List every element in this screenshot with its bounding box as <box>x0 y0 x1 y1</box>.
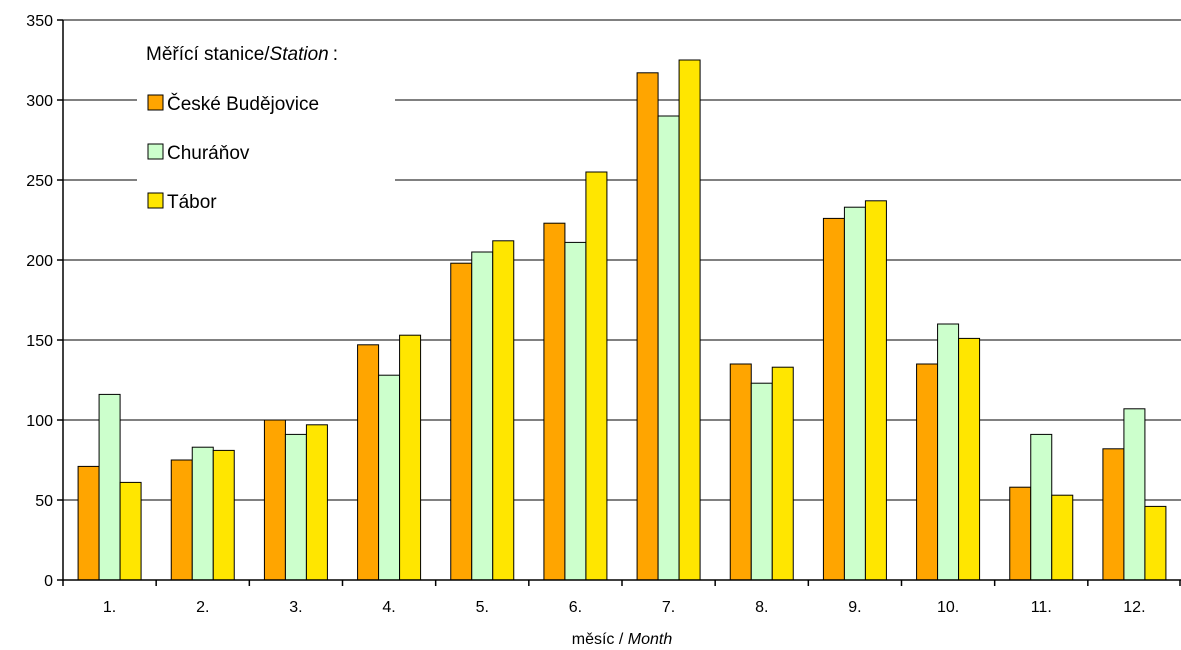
x-tick-label: 4. <box>382 599 395 616</box>
legend-label: Tábor <box>167 192 217 213</box>
legend-swatch <box>147 143 164 160</box>
x-tick-label: 12. <box>1123 599 1145 616</box>
bar <box>378 374 401 581</box>
legend-label: České Budějovice <box>167 93 319 115</box>
bar <box>450 262 473 581</box>
bar <box>822 217 845 581</box>
y-tick-labels: 0 50 100 150 200 250 300 350 <box>26 13 53 590</box>
bar <box>191 446 214 581</box>
legend-items: České Budějovice Churáňov Tábor <box>147 93 319 213</box>
bar <box>771 366 794 581</box>
y-tick-label: 150 <box>26 333 53 350</box>
legend-title: Měřící stanice/Station: <box>146 44 338 65</box>
bar <box>916 363 939 581</box>
bar <box>357 344 380 581</box>
x-tick-label: 11. <box>1031 599 1052 616</box>
bar <box>284 433 307 581</box>
x-tick-label: 5. <box>476 599 489 616</box>
y-tick-label: 350 <box>26 13 53 30</box>
legend-swatch <box>147 192 164 209</box>
bar <box>1123 408 1146 581</box>
x-tick-labels: 1. 2. 3. 4. 5. 6. 7. 8. 9. 10. 11. 12. <box>103 599 1146 616</box>
legend-title-suffix: : <box>333 44 338 65</box>
bar <box>937 323 960 581</box>
legend-swatch <box>147 94 164 111</box>
legend-title-italic: Station <box>270 44 329 65</box>
bar <box>543 222 566 581</box>
x-tick-label: 1. <box>103 599 116 616</box>
bar <box>170 459 193 581</box>
y-tick-label: 300 <box>26 93 53 110</box>
x-tick-label: 3. <box>289 599 302 616</box>
legend-title-plain: Měřící stanice/ <box>146 44 270 65</box>
bar <box>729 363 752 581</box>
x-tick-label: 7. <box>662 599 675 616</box>
bar <box>843 206 866 581</box>
bar <box>678 59 701 581</box>
legend-background <box>137 32 395 232</box>
x-axis-label: měsíc / Month <box>572 631 673 648</box>
bar <box>864 200 887 581</box>
bar <box>1051 494 1074 581</box>
bar <box>119 481 142 581</box>
y-tick-label: 100 <box>26 413 53 430</box>
legend-label: Churáňov <box>167 143 250 164</box>
bar <box>1102 448 1125 581</box>
bar <box>471 251 494 581</box>
y-tick-label: 250 <box>26 173 53 190</box>
x-tick-label: 2. <box>196 599 209 616</box>
x-tick-label: 9. <box>848 599 861 616</box>
legend: Měřící stanice/Station: České Budějovice… <box>137 32 395 232</box>
bar <box>1009 486 1032 581</box>
y-tick-label: 200 <box>26 253 53 270</box>
bar <box>492 240 515 581</box>
bar <box>958 337 981 581</box>
x-tick-label: 8. <box>755 599 768 616</box>
bar <box>657 115 680 581</box>
x-tick-label: 6. <box>569 599 582 616</box>
bar <box>1144 505 1167 581</box>
bar <box>564 241 587 581</box>
y-tick-label: 50 <box>35 493 53 510</box>
x-axis-label-plain: měsíc / <box>572 631 628 648</box>
bar <box>77 465 100 581</box>
axes <box>57 19 1181 586</box>
bar <box>98 393 121 581</box>
y-tick-label: 0 <box>44 573 53 590</box>
bar <box>263 419 286 581</box>
bar <box>212 449 235 581</box>
bar <box>399 334 422 581</box>
bar <box>1030 433 1053 581</box>
bar <box>585 171 608 581</box>
bar <box>636 72 659 581</box>
x-tick-label: 10. <box>937 599 959 616</box>
x-axis-label-italic: Month <box>628 631 673 648</box>
bar <box>750 382 773 581</box>
bar <box>305 424 328 581</box>
bars <box>77 59 1167 581</box>
